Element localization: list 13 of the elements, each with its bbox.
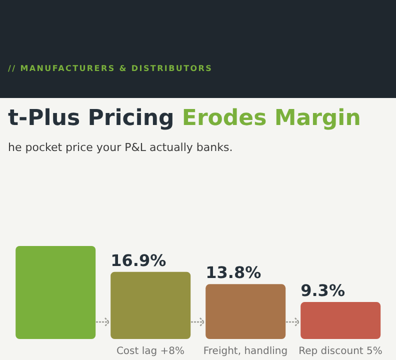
x-tick-label: Rep discount 5% [298,346,382,358]
bar [206,284,286,339]
bar [16,246,96,339]
bar [300,302,381,339]
data-label: 13.8% [206,263,262,282]
data-label: 16.9% [110,250,166,270]
x-tick-label: Cost lag +8% [116,346,185,358]
text: // MANUFACTURERS & DISTRIBUTORS [8,64,213,73]
x-tick-label: Freight, handling [203,346,288,358]
bar [110,272,191,339]
chart-subtitle: he pocket price your P&L actually banks. [8,141,233,154]
chart-title: t-Plus Pricing Erodes Margin [8,106,361,131]
data-label: 9.3% [300,281,345,300]
